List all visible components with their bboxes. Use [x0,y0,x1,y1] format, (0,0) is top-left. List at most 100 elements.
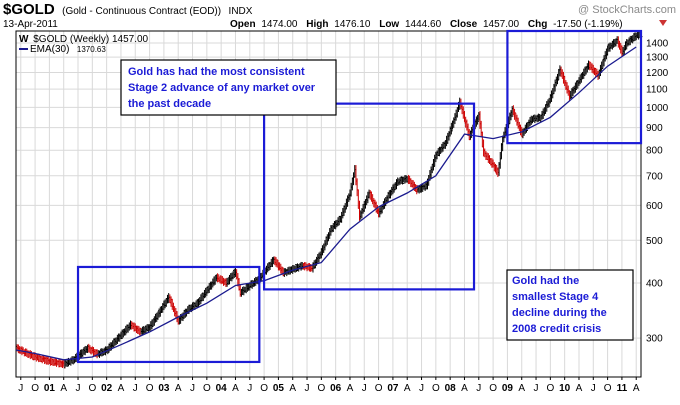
x-tick-label: 07 [387,383,399,394]
x-tick-label: O [31,383,39,394]
highlight-box-1 [76,265,261,364]
header-line-1: $GOLD (Gold - Continuous Contract (EOD))… [3,1,253,18]
annotation-1-line-2: Stage 2 advance of any market over [128,82,316,94]
date-text: 13-Apr-2011 [3,19,58,30]
x-tick-label: A [60,383,67,394]
x-tick-label: J [305,383,310,394]
x-tick-label: J [76,383,81,394]
y-tick-label: 400 [646,279,663,290]
x-tick-label: 04 [216,383,228,394]
ema-line-layer [15,46,637,361]
x-tick-label: A [118,383,125,394]
y-tick-label: 1000 [646,103,669,114]
x-tick-label: J [419,383,424,394]
x-tick-label: O [375,383,383,394]
x-tick-label: O [203,383,211,394]
highlight-boxes [76,29,643,364]
legend-ema-label: EMA(30) [30,44,69,55]
price-bars [15,31,643,369]
x-tick-label: A [289,383,296,394]
x-tick-label: O [604,383,612,394]
y-tick-label: 700 [646,171,663,182]
x-tick-label: J [591,383,596,394]
y-tick-label: 600 [646,201,663,212]
low-label: Low [379,19,399,30]
x-tick-label: A [461,383,468,394]
x-tick-label: 02 [101,383,113,394]
annotation-1-line-3: the past decade [128,98,211,110]
x-tick-label: J [476,383,481,394]
chg-value: -17.50 (-1.19%) [553,19,622,30]
annotation-box-1 [120,59,337,116]
open-label: Open [230,19,256,30]
x-tick-label: 05 [273,383,285,394]
highlight-box-3 [506,29,643,145]
x-tick-label: 01 [44,383,56,394]
legend-ema: EMA(30) 1370.63 [30,39,106,56]
close-label: Close [450,19,478,30]
x-tick-label: O [146,383,154,394]
legend-main-swatch-icon: W [19,34,29,45]
x-tick-label: J [247,383,252,394]
exchange-text: INDX [229,6,253,17]
description-text: (Gold - Continuous Contract (EOD)) [62,6,221,17]
x-tick-label: J [133,383,138,394]
x-tick-label: A [633,383,640,394]
high-value: 1476.10 [334,19,371,30]
annotation-2-line-1: Gold had the [512,275,579,287]
low-value: 1444.60 [405,19,442,30]
x-tick-label: J [534,383,539,394]
legend-ema-value: 1370.63 [77,45,106,54]
x-tick-label: 03 [158,383,170,394]
annotation-1-line-1: Gold has had the most consistent [128,66,305,78]
annotation-2-line-3: decline during the [512,307,607,319]
y-tick-label: 900 [646,123,663,134]
ema-line [15,46,637,361]
y-tick-label: 1300 [646,53,669,64]
close-value: 1457.00 [483,19,520,30]
x-tick-label: O [489,383,497,394]
x-tick-label: O [546,383,554,394]
open-value: 1474.00 [261,19,298,30]
y-tick-label: 800 [646,146,663,157]
x-tick-label: 06 [330,383,342,394]
annotation-box-2 [506,269,634,341]
x-tick-label: O [260,383,268,394]
highlight-box-2 [262,102,476,291]
symbol-text: $GOLD [3,1,55,18]
y-tick-label: 1100 [646,85,668,96]
x-tick-label: 11 [617,383,628,394]
x-tick-label: O [88,383,96,394]
x-tick-label: 10 [559,383,571,394]
y-tick-label: 1200 [646,68,669,79]
chg-label: Chg [528,19,547,30]
quote-line: Open 1474.00 High 1476.10 Low 1444.60 Cl… [230,19,623,30]
x-tick-label: A [576,383,583,394]
y-tick-label: 300 [646,334,663,345]
legend-main-text: $GOLD (Weekly) 1457.00 [33,34,148,45]
annotation-2-line-2: smallest Stage 4 [512,291,599,303]
x-tick-label: A [404,383,411,394]
x-tick-label: A [347,383,354,394]
y-tick-label: 1400 [646,38,669,49]
x-tick-label: A [518,383,525,394]
x-tick-label: O [432,383,440,394]
x-tick-label: A [232,383,239,394]
down-arrow-icon [659,20,667,26]
x-tick-label: 08 [445,383,457,394]
x-tick-label: J [362,383,367,394]
y-tick-label: 500 [646,236,663,247]
legend-main: W $GOLD (Weekly) 1457.00 [19,34,149,45]
x-tick-label: O [317,383,325,394]
x-tick-label: J [18,383,23,394]
high-label: High [306,19,328,30]
x-tick-label: A [175,383,182,394]
plot-frame [15,30,642,378]
x-tick-label: 09 [502,383,514,394]
x-tick-label: J [190,383,195,394]
y-axis-ticks: 300 400 500 600 700 800 900 1000 1100 1200 1300 140… [646,38,669,344]
annotation-2-line-4: 2008 credit crisis [512,323,601,335]
x-axis-ticks: J O 01 A J O 02 A J O 03 A J O 04 A J O 05 A J O 06 A J O 07 A J O 08 A… [18,377,640,394]
